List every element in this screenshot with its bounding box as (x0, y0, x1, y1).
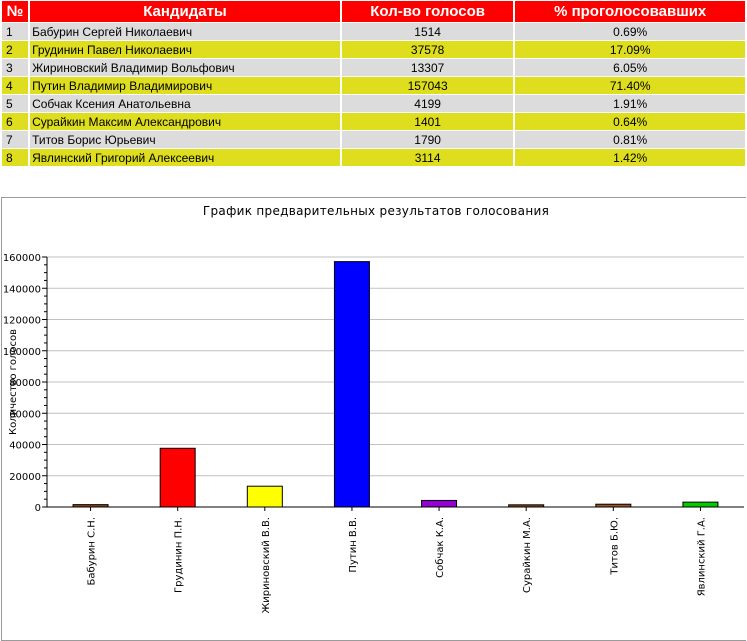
header-number: № (2, 1, 29, 22)
table-row: 3 Жириновский Владимир Вольфович 13307 6… (2, 59, 745, 76)
header-votes: Кол-во голосов (341, 1, 514, 22)
y-tick-label: 60000 (9, 409, 41, 420)
candidate-name: Сурайкин Максим Александрович (30, 113, 340, 130)
y-tick-label: 160000 (3, 253, 41, 264)
candidate-name: Бабурин Сергей Николаевич (30, 23, 340, 40)
vote-count: 4199 (341, 95, 514, 112)
y-tick-label: 140000 (3, 284, 41, 295)
row-number: 7 (2, 131, 29, 148)
y-axis-title: Количество голосов (8, 329, 19, 435)
table-row: 7 Титов Борис Юрьевич 1790 0.81% (2, 131, 745, 148)
candidate-name: Титов Борис Юрьевич (30, 131, 340, 148)
x-category-label: Бабурин С.Н. (87, 517, 98, 586)
chart-title: График предварительных результатов голос… (203, 204, 549, 218)
row-number: 6 (2, 113, 29, 130)
x-category-label: Собчак К.А. (435, 517, 446, 578)
y-tick-label: 100000 (3, 347, 41, 358)
bar (333, 261, 370, 508)
row-number: 2 (2, 41, 29, 58)
vote-percent: 0.81% (515, 131, 745, 148)
y-tick-label: 40000 (9, 441, 41, 452)
row-number: 8 (2, 149, 29, 166)
vote-percent: 71.40% (515, 77, 745, 94)
bar-chart: График предварительных результатов голос… (3, 204, 744, 613)
vote-count: 1790 (341, 131, 514, 148)
x-category-label: Явлинский Г.А. (696, 517, 707, 596)
x-category-label: Грудинин П.Н. (174, 517, 185, 593)
candidate-name: Жириновский Владимир Вольфович (30, 59, 340, 76)
table-row: 8 Явлинский Григорий Алексеевич 3114 1.4… (2, 149, 745, 166)
vote-percent: 17.09% (515, 41, 745, 58)
candidate-name: Явлинский Григорий Алексеевич (30, 149, 340, 166)
row-number: 1 (2, 23, 29, 40)
vote-percent: 0.64% (515, 113, 745, 130)
vote-percent: 1.42% (515, 149, 745, 166)
vote-count: 1514 (341, 23, 514, 40)
chart-panel: График предварительных результатов голос… (1, 197, 746, 641)
y-tick-label: 0 (35, 503, 41, 514)
candidate-name: Грудинин Павел Николаевич (30, 41, 340, 58)
vote-count: 1401 (341, 113, 514, 130)
y-tick-label: 80000 (9, 378, 41, 389)
y-tick-label: 20000 (9, 472, 41, 483)
header-percent: % проголосовавших (515, 1, 745, 22)
vote-count: 157043 (341, 77, 514, 94)
row-number: 4 (2, 77, 29, 94)
vote-percent: 0.69% (515, 23, 745, 40)
bar (246, 485, 283, 508)
vote-count: 3114 (341, 149, 514, 166)
y-tick-label: 120000 (3, 316, 41, 327)
results-table: № Кандидаты Кол-во голосов % проголосова… (0, 0, 747, 167)
x-category-label: Сурайкин М.А. (522, 517, 533, 593)
grid-lines (47, 256, 744, 477)
table-header-row: № Кандидаты Кол-во голосов % проголосова… (2, 1, 745, 22)
table-row: 5 Собчак Ксения Анатольевна 4199 1.91% (2, 95, 745, 112)
vote-count: 37578 (341, 41, 514, 58)
table-row: 1 Бабурин Сергей Николаевич 1514 0.69% (2, 23, 745, 40)
vote-percent: 1.91% (515, 95, 745, 112)
table-row: 4 Путин Владимир Владимирович 157043 71.… (2, 77, 745, 94)
row-number: 3 (2, 59, 29, 76)
bar (682, 501, 719, 508)
candidate-name: Путин Владимир Владимирович (30, 77, 340, 94)
vote-count: 13307 (341, 59, 514, 76)
row-number: 5 (2, 95, 29, 112)
table-row: 6 Сурайкин Максим Александрович 1401 0.6… (2, 113, 745, 130)
bar (421, 499, 458, 508)
header-candidates: Кандидаты (30, 1, 340, 22)
x-category-label: Путин В.В. (348, 517, 359, 573)
bars (72, 261, 719, 508)
vote-percent: 6.05% (515, 59, 745, 76)
table-row: 2 Грудинин Павел Николаевич 37578 17.09% (2, 41, 745, 58)
bar (159, 447, 196, 508)
x-category-label: Титов Б.Ю. (609, 517, 620, 576)
candidate-name: Собчак Ксения Анатольевна (30, 95, 340, 112)
x-category-label: Жириновский В.В. (261, 517, 272, 613)
x-axis-labels: Бабурин С.Н. Грудинин П.Н. Жириновский В.В… (87, 507, 707, 613)
